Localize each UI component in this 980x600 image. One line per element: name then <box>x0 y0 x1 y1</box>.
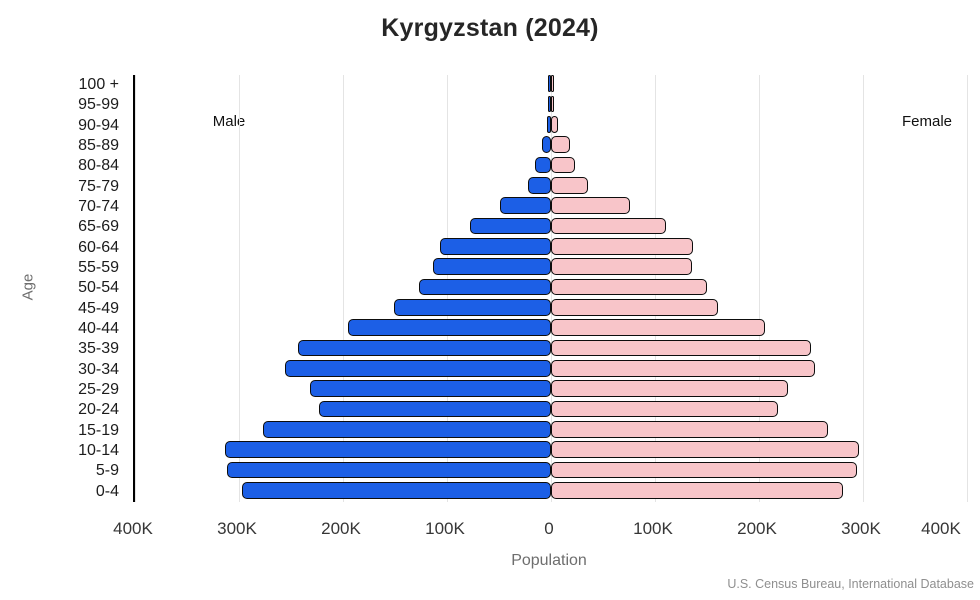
male-bar <box>284 360 551 377</box>
female-bar <box>551 156 575 174</box>
male-bar <box>348 319 551 336</box>
x-tick-label: 100K <box>633 519 673 538</box>
male-bar <box>242 482 551 499</box>
female-bar <box>551 238 694 255</box>
male-bar <box>433 258 551 275</box>
male-bar <box>393 299 551 316</box>
male-series-label: Male <box>212 113 246 130</box>
male-bar <box>418 278 551 296</box>
male-bar <box>298 339 551 357</box>
male-bar <box>541 136 551 153</box>
female-bar <box>551 441 859 458</box>
female-bar <box>551 339 811 357</box>
female-bar <box>551 136 570 153</box>
x-tick-label: 100K <box>425 519 465 538</box>
y-tick-label: 25-29 <box>78 381 119 398</box>
plot-area: Male Female <box>133 75 968 502</box>
x-tick-label: 300K <box>841 519 881 538</box>
female-bar <box>551 319 766 336</box>
male-bar <box>500 197 551 214</box>
female-bar <box>551 217 667 235</box>
y-tick-label: 70-74 <box>78 198 119 215</box>
y-tick-label: 85-89 <box>78 137 119 154</box>
y-tick-label: 5-9 <box>95 462 119 480</box>
male-bar <box>469 217 551 235</box>
y-tick-label: 40-44 <box>78 320 119 337</box>
x-tick-label: 400K <box>921 519 961 538</box>
male-bar <box>309 380 551 397</box>
female-bar <box>551 75 554 92</box>
source-credit: U.S. Census Bureau, International Databa… <box>727 577 974 591</box>
y-tick-label: 95-99 <box>78 96 119 114</box>
y-tick-label: 90-94 <box>78 116 119 134</box>
male-bar <box>225 441 551 458</box>
x-tick-label: 300K <box>217 519 257 538</box>
male-bar <box>535 156 551 174</box>
female-bar <box>551 258 693 275</box>
y-tick-label: 60-64 <box>78 238 119 256</box>
y-tick-label: 100 + <box>78 76 119 93</box>
gridline <box>343 75 344 502</box>
male-bar <box>548 75 551 92</box>
y-tick-label: 0-4 <box>95 482 119 500</box>
gridline <box>135 75 136 502</box>
gridline <box>863 75 864 502</box>
y-tick-label: 55-59 <box>78 259 119 276</box>
x-axis-title: Population <box>511 552 587 569</box>
male-bar <box>319 400 551 418</box>
gridline <box>967 75 968 502</box>
female-bar <box>551 299 719 316</box>
y-tick-label: 45-49 <box>78 299 119 317</box>
x-tick-label: 200K <box>737 519 777 538</box>
x-tick-label: 0 <box>544 519 554 538</box>
male-bar <box>528 177 551 194</box>
male-bar <box>226 461 551 479</box>
male-bar <box>262 421 551 438</box>
female-bar <box>551 380 789 397</box>
male-bar <box>546 116 551 133</box>
x-tick-label: 200K <box>321 519 361 538</box>
y-tick-label: 50-54 <box>78 279 119 297</box>
female-bar <box>551 360 816 377</box>
y-tick-label: 30-34 <box>78 360 119 378</box>
y-tick-label: 75-79 <box>78 177 119 195</box>
y-tick-label: 35-39 <box>78 340 119 358</box>
female-bar <box>551 95 554 113</box>
y-tick-label: 20-24 <box>78 401 119 419</box>
y-tick-label: 10-14 <box>78 442 119 459</box>
gridline <box>239 75 240 502</box>
female-bar <box>551 482 844 499</box>
female-bar <box>551 177 589 194</box>
y-tick-label: 65-69 <box>78 218 119 236</box>
female-bar <box>551 461 857 479</box>
male-bar <box>439 238 551 255</box>
y-tick-label: 15-19 <box>78 421 119 439</box>
female-bar <box>551 400 778 418</box>
male-bar <box>548 95 551 113</box>
female-series-label: Female <box>901 113 953 130</box>
y-tick-label: 80-84 <box>78 157 119 175</box>
x-tick-label: 400K <box>113 519 153 538</box>
chart-title: Kyrgyzstan (2024) <box>381 14 599 42</box>
female-bar <box>551 116 559 133</box>
female-bar <box>551 278 707 296</box>
gridline <box>759 75 760 502</box>
female-bar <box>551 421 828 438</box>
female-bar <box>551 197 631 214</box>
